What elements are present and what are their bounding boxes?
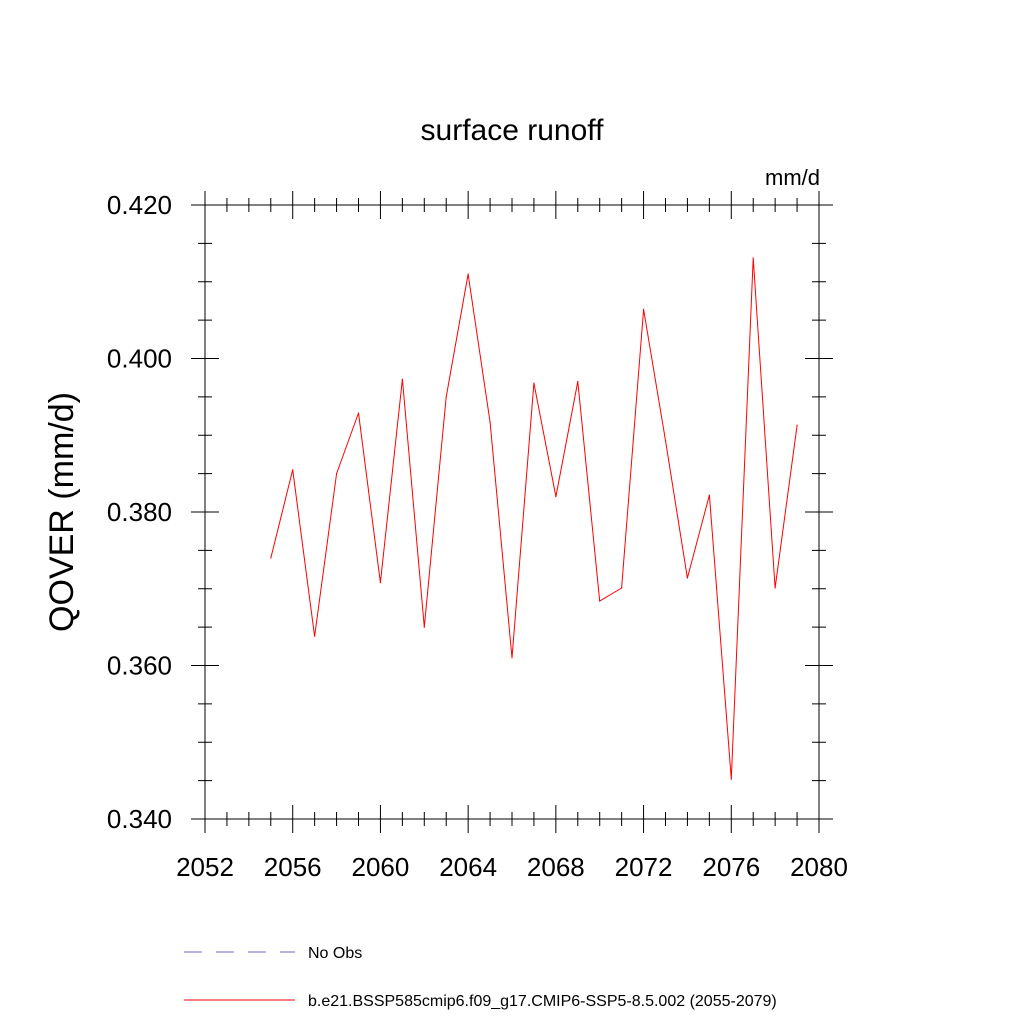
y-tick-label: 0.360 bbox=[107, 651, 172, 681]
x-tick-label: 2080 bbox=[790, 852, 848, 882]
data-point bbox=[577, 380, 579, 383]
data-point bbox=[796, 424, 798, 426]
data-point bbox=[686, 577, 689, 579]
chart-title: surface runoff bbox=[421, 114, 605, 147]
x-tick-label: 2052 bbox=[176, 852, 234, 882]
data-point bbox=[621, 587, 623, 589]
data-point bbox=[489, 421, 491, 423]
x-tick-label: 2060 bbox=[352, 852, 410, 882]
legend: No Obs b.e21.BSSP585cmip6.f09_g17.CMIP6-… bbox=[184, 945, 777, 1010]
data-point bbox=[730, 778, 732, 780]
data-point bbox=[335, 473, 338, 475]
data-point bbox=[599, 600, 601, 602]
y-tick-label: 0.420 bbox=[107, 190, 172, 220]
data-point bbox=[752, 257, 754, 259]
y-tick-label: 0.400 bbox=[107, 344, 172, 374]
data-point bbox=[445, 396, 447, 398]
data-point bbox=[555, 496, 557, 498]
data-point bbox=[357, 412, 360, 414]
data-point bbox=[467, 273, 469, 275]
x-tick-label: 2068 bbox=[527, 852, 585, 882]
series-layer bbox=[270, 257, 798, 780]
series-line bbox=[270, 257, 798, 780]
data-point bbox=[314, 635, 316, 637]
y-tick-label: 0.380 bbox=[107, 497, 172, 527]
data-point bbox=[511, 657, 513, 659]
data-point bbox=[664, 440, 667, 442]
data-point bbox=[379, 582, 382, 584]
legend-label-series: b.e21.BSSP585cmip6.f09_g17.CMIP6-SSP5-8.… bbox=[308, 993, 777, 1010]
y-tick-label: 0.340 bbox=[107, 804, 172, 834]
x-axis: 2052 2056 2060 2064 2068 2072 2076 2080 bbox=[176, 191, 848, 882]
x-tick-label: 2064 bbox=[439, 852, 497, 882]
x-tick-label: 2072 bbox=[615, 852, 673, 882]
data-point bbox=[708, 494, 710, 496]
legend-label-no-obs: No Obs bbox=[308, 945, 362, 962]
data-point bbox=[642, 308, 645, 310]
y-axis: 0.340 0.360 0.380 0.400 0.420 bbox=[107, 190, 833, 834]
x-tick-label: 2076 bbox=[702, 852, 760, 882]
data-point bbox=[774, 587, 776, 589]
data-point bbox=[292, 469, 294, 471]
x-tick-label: 2056 bbox=[264, 852, 322, 882]
data-point bbox=[401, 378, 403, 380]
units-label: mm/d bbox=[765, 165, 820, 190]
data-point bbox=[423, 626, 425, 628]
data-point bbox=[270, 557, 272, 559]
data-point bbox=[533, 382, 535, 384]
y-axis-label: QOVER (mm/d) bbox=[43, 392, 81, 632]
